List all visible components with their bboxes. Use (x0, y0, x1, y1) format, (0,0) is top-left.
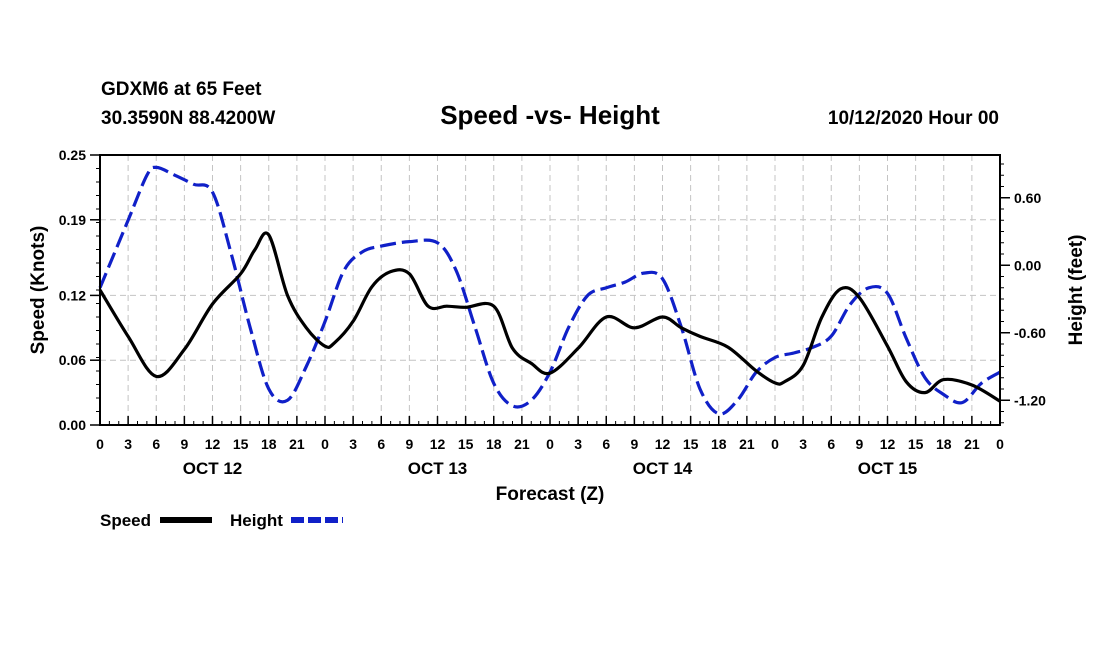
y2-tick-label: 0.00 (1014, 257, 1041, 273)
x-axis-title: Forecast (Z) (496, 484, 605, 505)
x-tick-label: 0 (96, 436, 104, 452)
x-tick-label: 15 (233, 436, 249, 452)
day-label: OCT 13 (408, 459, 468, 478)
x-tick-label: 12 (880, 436, 896, 452)
axis-ticks: 0 3 6 9 12 15 18 21 0 3 6 9 12 15 18 21 0 3 6 9 12 15 18 21 0 3 6 9… (59, 147, 1046, 478)
x-tick-label: 15 (458, 436, 474, 452)
chart-title: Speed -vs- Height (440, 100, 660, 130)
y-tick-label: 0.12 (59, 287, 86, 303)
x-tick-label: 3 (574, 436, 582, 452)
y2-tick-label: -0.60 (1014, 325, 1046, 341)
y2-axis-title: Height (feet) (1066, 235, 1087, 346)
y-tick-label: 0.19 (59, 212, 86, 228)
x-tick-label: 0 (546, 436, 554, 452)
x-tick-label: 12 (655, 436, 671, 452)
x-tick-label: 15 (908, 436, 924, 452)
y-tick-label: 0.00 (59, 417, 86, 433)
height-series-line (98, 165, 1001, 416)
x-tick-label: 12 (205, 436, 221, 452)
x-tick-label: 0 (771, 436, 779, 452)
x-tick-label: 3 (799, 436, 807, 452)
day-label: OCT 12 (183, 459, 243, 478)
y2-tick-label: -1.20 (1014, 392, 1046, 408)
legend-label-speed: Speed (100, 511, 151, 530)
x-tick-label: 9 (630, 436, 638, 452)
x-tick-label: 18 (486, 436, 502, 452)
x-tick-label: 6 (827, 436, 835, 452)
legend-label-height: Height (230, 511, 283, 530)
x-tick-label: 18 (936, 436, 952, 452)
x-tick-label: 6 (152, 436, 160, 452)
x-tick-label: 12 (430, 436, 446, 452)
legend: Speed Height (100, 511, 343, 530)
x-tick-label: 9 (855, 436, 863, 452)
x-tick-label: 6 (602, 436, 610, 452)
x-tick-label: 0 (996, 436, 1004, 452)
x-tick-label: 21 (964, 436, 980, 452)
x-tick-label: 6 (377, 436, 385, 452)
coordinates-label: 30.3590N 88.4200W (101, 108, 275, 129)
y-tick-label: 0.25 (59, 147, 86, 163)
x-tick-label: 0 (321, 436, 329, 452)
speed-series-line (98, 231, 1001, 403)
day-label: OCT 15 (858, 459, 918, 478)
x-tick-label: 21 (289, 436, 305, 452)
y-tick-label: 0.06 (59, 352, 86, 368)
grid (100, 155, 1000, 425)
series-lines (98, 165, 1001, 416)
x-tick-label: 9 (180, 436, 188, 452)
y-axis-title: Speed (Knots) (28, 226, 49, 355)
run-time-label: 10/12/2020 Hour 00 (828, 108, 999, 129)
x-tick-label: 21 (514, 436, 530, 452)
x-tick-label: 18 (261, 436, 277, 452)
station-label: GDXM6 at 65 Feet (101, 79, 262, 100)
x-tick-label: 9 (405, 436, 413, 452)
x-tick-label: 3 (349, 436, 357, 452)
day-label: OCT 14 (633, 459, 693, 478)
x-tick-label: 21 (739, 436, 755, 452)
x-tick-label: 15 (683, 436, 699, 452)
y2-tick-label: 0.60 (1014, 190, 1041, 206)
x-tick-label: 3 (124, 436, 132, 452)
x-tick-label: 18 (711, 436, 727, 452)
